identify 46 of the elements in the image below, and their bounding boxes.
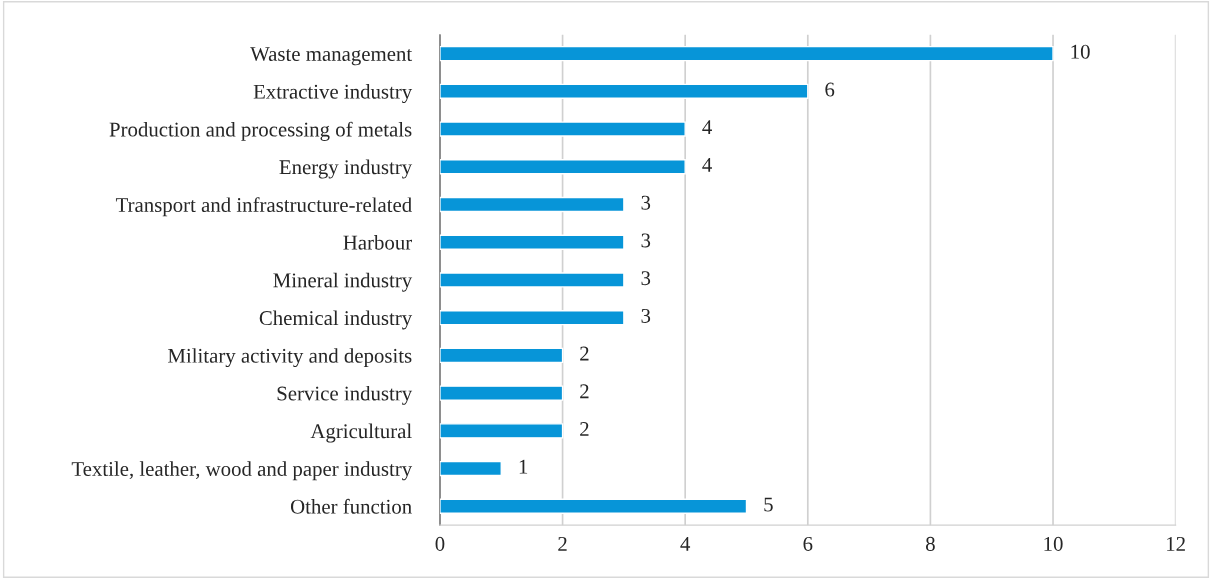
bar [439, 309, 625, 326]
x-tick-label: 12 [1167, 536, 1185, 551]
x-tick-label: 4 [680, 537, 691, 551]
data-label: 10 [1071, 44, 1090, 59]
data-label: 4 [702, 120, 712, 135]
bar [439, 272, 625, 288]
x-tick-label: 8 [926, 536, 935, 551]
y-tick-label: Extractive industry [253, 84, 413, 104]
bar [439, 234, 625, 250]
bar [439, 45, 1054, 62]
y-tick-label: Military activity and deposits [168, 348, 412, 368]
bar [439, 460, 502, 477]
data-label: 3 [641, 308, 651, 323]
y-tick-label: Production and processing of metals [109, 121, 412, 141]
bar [439, 347, 564, 364]
bar [439, 423, 564, 439]
y-tick-label: Chemical industry [259, 310, 413, 330]
y-tick-label: Textile, leather, wood and paper industry [71, 461, 413, 481]
bar [439, 385, 564, 401]
data-label: 4 [702, 158, 712, 172]
x-tick-label: 2 [558, 536, 567, 551]
x-tick-label: 6 [803, 536, 813, 551]
y-tick-label: Other function [290, 498, 412, 514]
data-label: 3 [641, 233, 651, 248]
y-tick-label: Energy industry [279, 159, 413, 179]
y-tick-label: Transport and infrastructure-related [115, 197, 412, 217]
data-label: 1 [519, 459, 528, 474]
data-label: 2 [580, 346, 589, 361]
data-label: 3 [641, 195, 651, 210]
bar [439, 83, 809, 100]
bar [439, 159, 686, 175]
y-tick-label: Waste management [250, 47, 413, 66]
bar [439, 498, 748, 514]
y-tick-label: Agricultural [310, 423, 412, 443]
data-label: 3 [641, 271, 651, 286]
y-tick-label: Service industry [277, 385, 413, 405]
data-label: 6 [825, 82, 835, 97]
data-label: 2 [580, 384, 589, 399]
x-tick-label: 10 [1044, 536, 1063, 551]
bar [439, 121, 686, 137]
bar [439, 196, 625, 213]
data-label: 5 [764, 497, 773, 512]
x-tick-label: 0 [435, 536, 445, 551]
data-label: 2 [580, 422, 589, 436]
y-tick-label: Harbour [343, 234, 412, 250]
y-tick-label: Mineral industry [273, 272, 413, 292]
